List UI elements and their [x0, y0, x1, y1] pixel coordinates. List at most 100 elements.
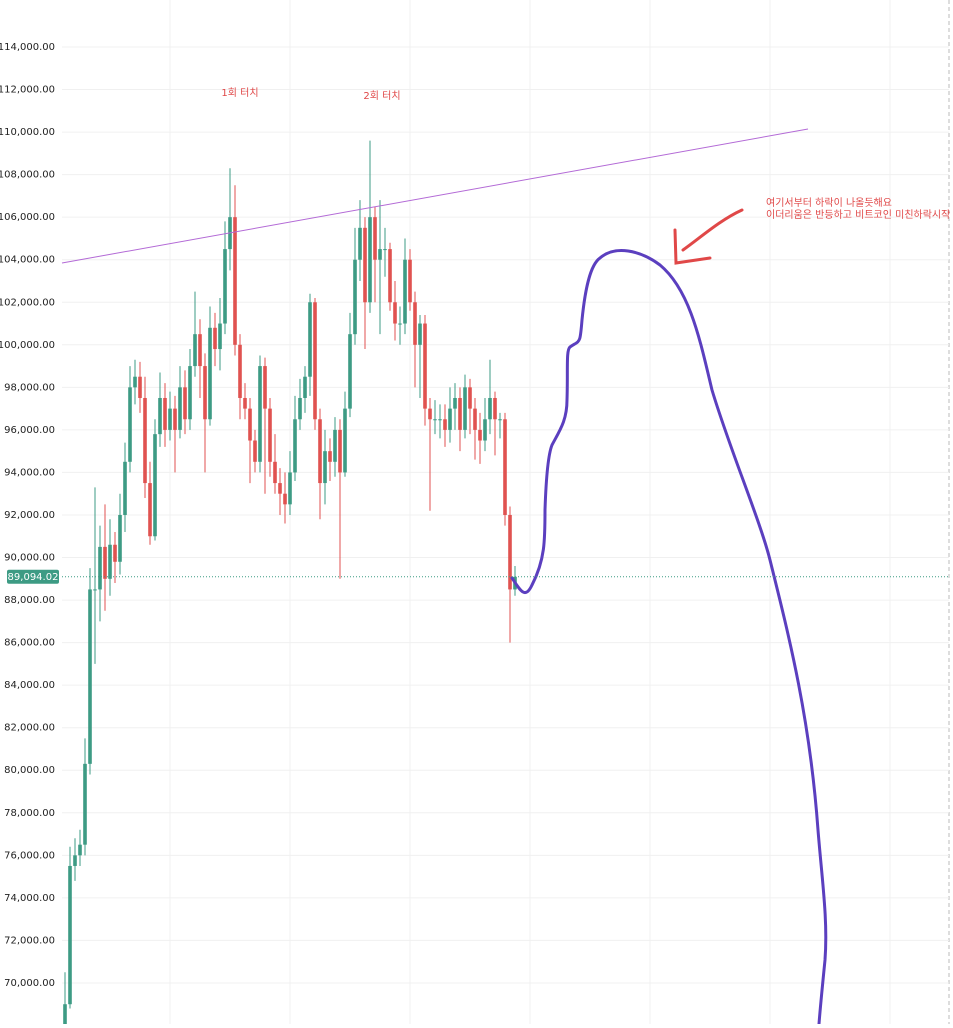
vertical-grid: [169, 0, 891, 1024]
candle-body: [418, 323, 422, 345]
y-tick-label: 76,000.00: [4, 850, 55, 861]
candle-body: [243, 397, 247, 409]
y-tick-label: 88,000.00: [4, 595, 55, 606]
candle-body: [153, 434, 157, 537]
candle-body: [428, 408, 432, 420]
y-tick-label: 80,000.00: [4, 765, 55, 776]
candle-body: [68, 865, 72, 1005]
candle-body: [178, 387, 182, 430]
candle-body: [218, 323, 222, 350]
annotation: 여기서부터 하락이 나올듯해요: [766, 196, 892, 209]
candle-body: [213, 327, 217, 350]
candle-body: [278, 483, 282, 494]
candle-body: [318, 419, 322, 484]
candle-body: [188, 366, 192, 420]
annotation: 1회 터치: [221, 87, 258, 99]
y-tick-label: 94,000.00: [4, 467, 55, 478]
y-tick-label: 104,000.00: [0, 255, 55, 266]
candle-body: [78, 844, 82, 856]
candle-body: [333, 429, 337, 462]
candle-body: [308, 302, 312, 377]
candle-body: [73, 855, 77, 866]
candle-body: [158, 397, 162, 435]
candle-body: [303, 376, 307, 398]
candle-body: [343, 408, 347, 473]
candle-body: [253, 440, 257, 462]
candle-body: [98, 546, 102, 590]
y-tick-label: 72,000.00: [4, 935, 55, 946]
y-tick-label: 70,000.00: [4, 978, 55, 989]
candle-body: [298, 397, 302, 420]
candle-body: [403, 259, 407, 324]
candle-body: [193, 334, 197, 367]
candle-body: [133, 376, 137, 388]
candle-body: [468, 387, 472, 409]
candle-body: [208, 327, 212, 420]
candle-body: [108, 544, 112, 579]
freehand-drawing: [510, 249, 828, 1026]
candle-body: [168, 408, 172, 430]
candle-body: [383, 249, 387, 251]
y-tick-label: 96,000.00: [4, 425, 55, 436]
candle-body: [103, 546, 107, 579]
candle-body: [408, 259, 412, 303]
candles: [63, 140, 517, 1028]
candle-body: [203, 366, 207, 420]
candle-body: [163, 397, 167, 430]
y-tick-label: 78,000.00: [4, 808, 55, 819]
candle-body: [463, 387, 467, 430]
candle-body: [268, 408, 272, 462]
candle-body: [373, 217, 377, 260]
candle-body: [338, 429, 342, 473]
candle-body: [138, 376, 142, 398]
candle-body: [83, 763, 87, 845]
y-tick-label: 90,000.00: [4, 553, 55, 564]
candle-body: [123, 461, 127, 515]
candle-body: [288, 472, 292, 505]
candle-body: [423, 323, 427, 409]
y-tick-label: 98,000.00: [4, 382, 55, 393]
candle-body: [508, 514, 512, 590]
candle-body: [93, 589, 97, 591]
y-tick-label: 102,000.00: [0, 297, 55, 308]
candle-body: [233, 217, 237, 345]
last-price-label: 89,094.02: [8, 572, 59, 583]
candle-body: [433, 419, 437, 421]
y-tick-label: 86,000.00: [4, 638, 55, 649]
candle-body: [88, 589, 92, 764]
candle-body: [223, 249, 227, 324]
candle-body: [443, 419, 447, 430]
candle-body: [313, 302, 317, 420]
candle-body: [378, 249, 382, 260]
candle-body: [323, 451, 327, 484]
candle-body: [113, 544, 117, 562]
candle-body: [493, 397, 497, 420]
candle-body: [453, 397, 457, 409]
candle-body: [478, 429, 482, 441]
candle-body: [488, 397, 492, 420]
trend-line: [61, 128, 809, 264]
candle-body: [198, 334, 202, 367]
candle-body: [388, 249, 392, 303]
arrow-drawing: [673, 208, 744, 265]
candle-body: [183, 387, 187, 420]
candle-body: [368, 217, 372, 303]
y-tick-label: 108,000.00: [0, 170, 55, 181]
candle-body: [238, 344, 242, 398]
annotation: 이더리움은 반등하고 비트코인 미친하락시작: [766, 208, 950, 221]
candle-body: [263, 366, 267, 409]
y-tick-label: 84,000.00: [4, 680, 55, 691]
y-tick-label: 74,000.00: [4, 893, 55, 904]
candle-body: [283, 493, 287, 505]
candle-body: [473, 408, 477, 430]
candle-body: [398, 323, 402, 325]
annotation: 2회 터치: [363, 90, 400, 102]
candle-body: [258, 366, 262, 462]
candle-body: [498, 419, 502, 421]
y-tick-label: 114,000.00: [0, 42, 55, 53]
y-tick-label: 100,000.00: [0, 340, 55, 351]
candle-body: [273, 461, 277, 484]
candle-body: [173, 408, 177, 430]
y-tick-label: 110,000.00: [0, 127, 55, 138]
